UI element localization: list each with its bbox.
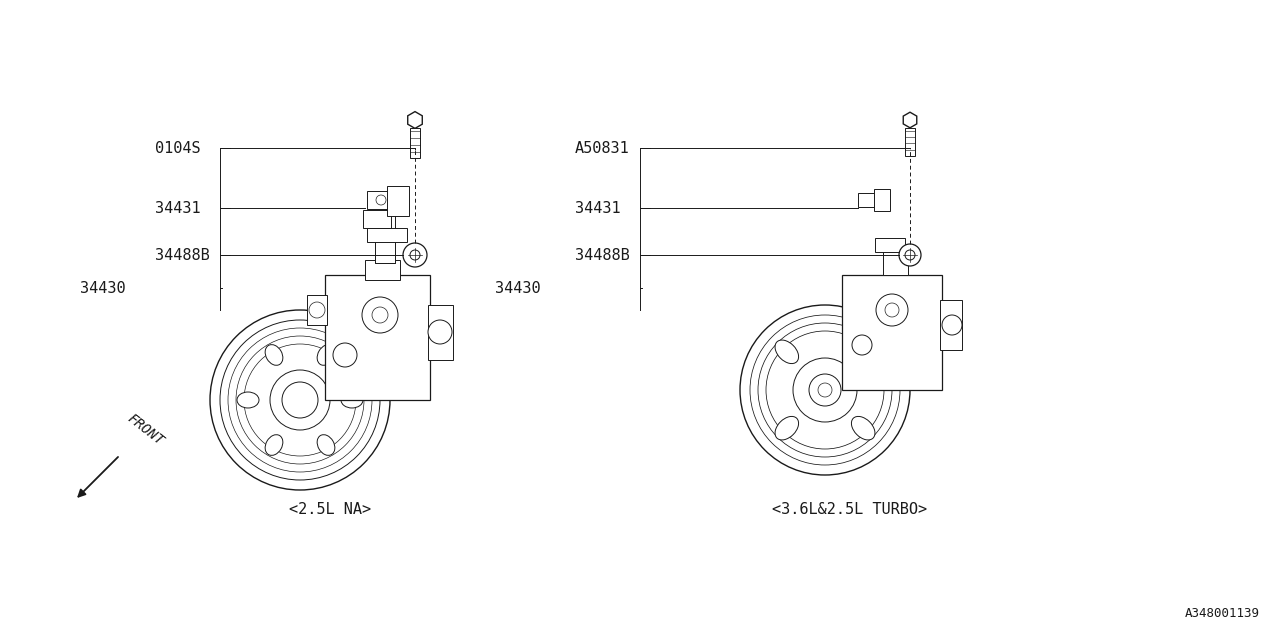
Ellipse shape <box>851 340 876 364</box>
Circle shape <box>809 374 841 406</box>
Circle shape <box>362 297 398 333</box>
Text: A348001139: A348001139 <box>1185 607 1260 620</box>
Bar <box>364 210 390 228</box>
Ellipse shape <box>776 417 799 440</box>
Circle shape <box>740 305 910 475</box>
Circle shape <box>220 320 380 480</box>
Ellipse shape <box>317 435 335 456</box>
Bar <box>876 238 905 252</box>
Bar <box>883 245 908 275</box>
Ellipse shape <box>340 392 364 408</box>
Circle shape <box>852 335 872 355</box>
Circle shape <box>905 250 915 260</box>
Text: 34488B: 34488B <box>155 248 210 262</box>
Text: 34431: 34431 <box>155 200 201 216</box>
Circle shape <box>876 294 908 326</box>
Text: <3.6L&2.5L TURBO>: <3.6L&2.5L TURBO> <box>772 502 928 518</box>
Circle shape <box>308 302 325 318</box>
Bar <box>325 275 430 400</box>
Text: <2.5L NA>: <2.5L NA> <box>289 502 371 518</box>
Bar <box>307 295 326 325</box>
Text: 34488B: 34488B <box>575 248 630 262</box>
Circle shape <box>270 370 330 430</box>
Ellipse shape <box>317 344 335 365</box>
Circle shape <box>210 310 390 490</box>
Circle shape <box>794 358 858 422</box>
Bar <box>428 305 453 360</box>
Text: A50831: A50831 <box>575 141 630 156</box>
Text: 34430: 34430 <box>495 280 540 296</box>
Circle shape <box>899 244 922 266</box>
Bar <box>410 129 420 159</box>
Circle shape <box>403 243 428 267</box>
Circle shape <box>282 382 317 418</box>
Text: 0104S: 0104S <box>155 141 201 156</box>
Bar <box>874 189 890 211</box>
Ellipse shape <box>851 417 876 440</box>
Bar <box>375 215 396 263</box>
Bar <box>387 186 410 216</box>
Bar <box>367 228 407 242</box>
Polygon shape <box>904 112 916 128</box>
Circle shape <box>942 315 963 335</box>
Polygon shape <box>408 111 422 129</box>
Ellipse shape <box>237 392 259 408</box>
Ellipse shape <box>265 435 283 456</box>
Text: 34430: 34430 <box>81 280 125 296</box>
Circle shape <box>818 383 832 397</box>
Ellipse shape <box>265 344 283 365</box>
Bar <box>842 275 942 390</box>
Circle shape <box>410 250 420 260</box>
Bar <box>375 228 396 263</box>
Text: 34431: 34431 <box>575 200 621 216</box>
Circle shape <box>428 320 452 344</box>
Bar <box>940 300 963 350</box>
Ellipse shape <box>776 340 799 364</box>
Circle shape <box>333 343 357 367</box>
Bar <box>905 128 914 156</box>
Circle shape <box>376 195 387 205</box>
Bar <box>858 193 881 207</box>
Bar <box>365 260 401 280</box>
Bar <box>367 191 396 209</box>
Text: FRONT: FRONT <box>125 411 166 448</box>
